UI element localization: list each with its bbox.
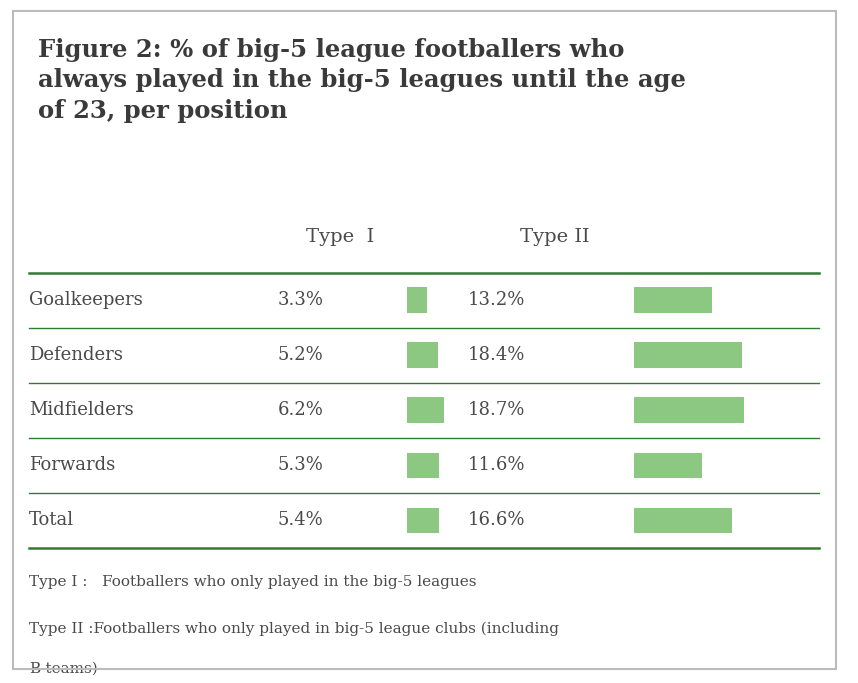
Text: Total: Total: [29, 512, 75, 529]
FancyBboxPatch shape: [634, 398, 744, 423]
Text: Type  I: Type I: [306, 228, 374, 246]
Text: 16.6%: 16.6%: [468, 512, 525, 529]
FancyBboxPatch shape: [408, 507, 439, 533]
Text: 11.6%: 11.6%: [468, 456, 525, 474]
Text: 5.4%: 5.4%: [278, 512, 323, 529]
Text: 18.7%: 18.7%: [468, 401, 525, 419]
FancyBboxPatch shape: [634, 288, 712, 313]
Text: 3.3%: 3.3%: [277, 291, 323, 309]
Text: 6.2%: 6.2%: [277, 401, 323, 419]
Text: Forwards: Forwards: [29, 456, 116, 474]
Text: Figure 2: % of big-5 league footballers who
always played in the big-5 leagues u: Figure 2: % of big-5 league footballers …: [38, 38, 686, 123]
Text: 18.4%: 18.4%: [468, 346, 525, 364]
Text: Midfielders: Midfielders: [29, 401, 134, 419]
FancyBboxPatch shape: [634, 453, 703, 478]
FancyBboxPatch shape: [634, 342, 742, 368]
FancyBboxPatch shape: [408, 342, 438, 368]
FancyBboxPatch shape: [408, 398, 444, 423]
Text: 5.2%: 5.2%: [278, 346, 323, 364]
Text: B-teams): B-teams): [29, 662, 98, 676]
Text: Goalkeepers: Goalkeepers: [29, 291, 143, 309]
Text: 5.3%: 5.3%: [277, 456, 323, 474]
Text: Defenders: Defenders: [29, 346, 124, 364]
Text: Type II :Footballers who only played in big-5 league clubs (including: Type II :Footballers who only played in …: [29, 622, 559, 636]
FancyBboxPatch shape: [408, 288, 426, 313]
Text: Type I :   Footballers who only played in the big-5 leagues: Type I : Footballers who only played in …: [29, 574, 477, 589]
Text: Type II: Type II: [520, 228, 589, 246]
FancyBboxPatch shape: [408, 453, 438, 478]
FancyBboxPatch shape: [634, 507, 732, 533]
Text: 13.2%: 13.2%: [468, 291, 525, 309]
